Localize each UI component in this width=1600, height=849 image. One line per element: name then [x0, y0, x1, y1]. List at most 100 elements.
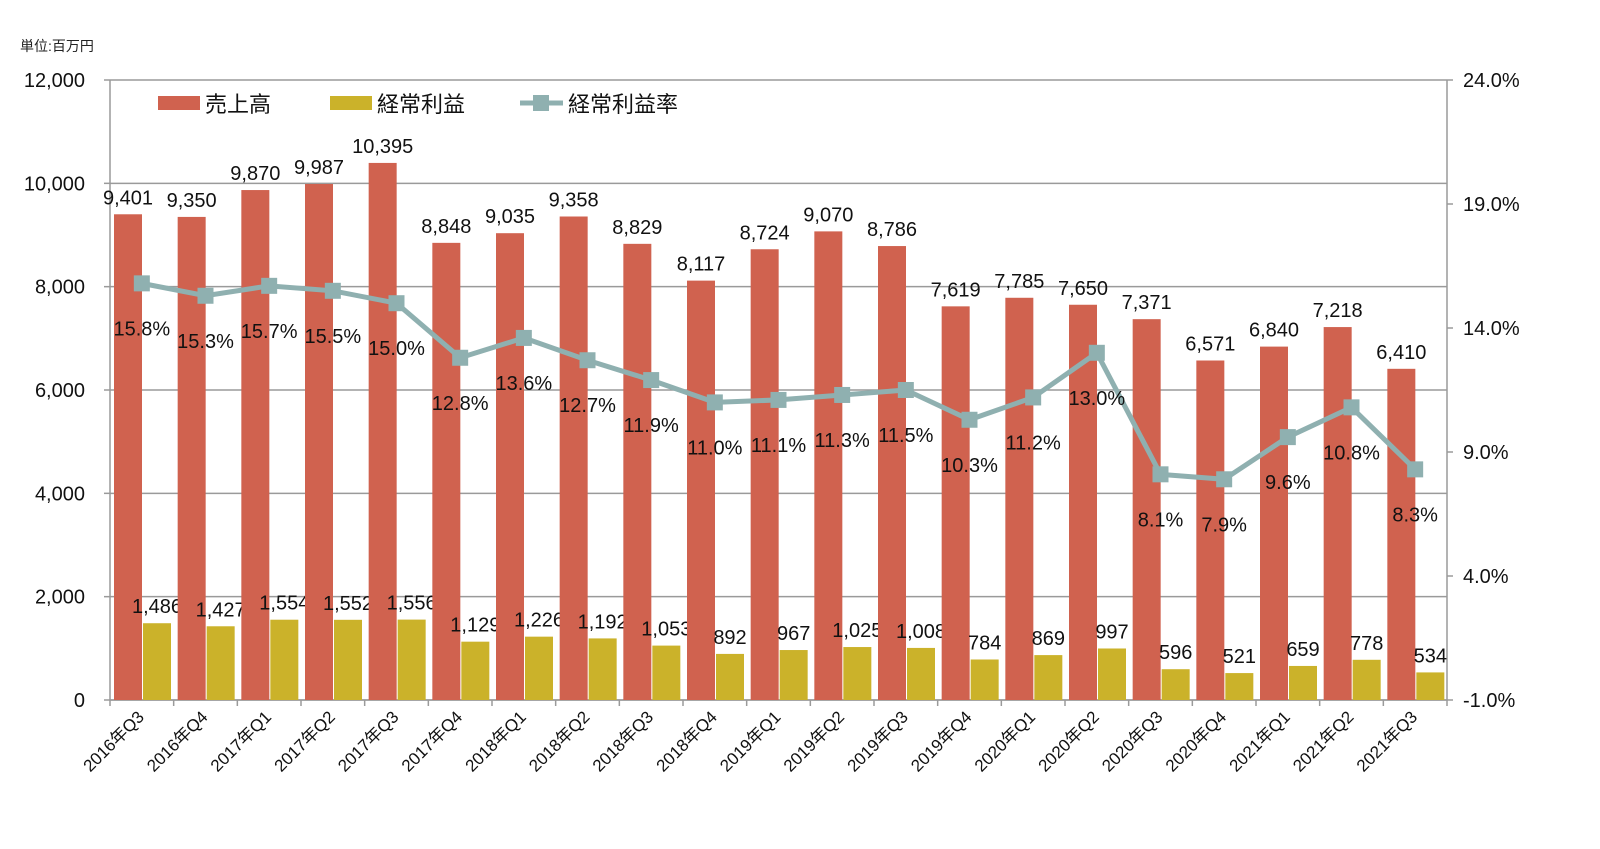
data-label-ordinary-margin: 12.8%: [432, 393, 489, 415]
data-label-ordinary-margin: 8.3%: [1392, 504, 1438, 526]
bar-sales: [750, 249, 779, 700]
data-label-sales: 6,840: [1249, 320, 1299, 342]
legend-label-sales: 売上高: [205, 92, 271, 117]
data-label-ordinary-profit: 1,226: [514, 610, 564, 632]
data-label-ordinary-profit: 1,554: [259, 593, 309, 615]
bar-ordinary-profit: [1352, 659, 1381, 700]
line-marker: [197, 287, 214, 304]
x-axis-tick-label: 2020年Q3: [1098, 707, 1166, 775]
data-label-ordinary-margin: 11.3%: [815, 430, 870, 452]
bar-sales: [496, 233, 524, 701]
bar-ordinary-profit: [143, 623, 171, 700]
x-axis-tick-label: 2017年Q2: [271, 707, 339, 775]
line-marker: [1343, 399, 1360, 416]
data-label-sales: 6,571: [1185, 333, 1235, 355]
bar-ordinary-profit: [843, 647, 872, 700]
data-label-ordinary-profit: 892: [713, 627, 746, 649]
line-marker: [1407, 461, 1424, 478]
x-axis-tick-label: 2021年Q2: [1289, 707, 1357, 775]
line-marker: [1216, 471, 1233, 488]
x-axis-tick-label: 2021年Q3: [1353, 707, 1421, 775]
left-axis-tick-label: 6,000: [35, 380, 85, 402]
legend-marker-ordinary-margin: [533, 95, 549, 111]
data-label-ordinary-margin: 11.1%: [751, 435, 806, 457]
right-axis-tick-label: -1.0%: [1463, 690, 1515, 712]
line-marker: [261, 277, 278, 294]
bar-ordinary-profit: [716, 653, 744, 700]
data-label-ordinary-profit: 1,008: [896, 621, 946, 643]
data-label-ordinary-profit: 1,486: [132, 596, 182, 618]
data-label-sales: 7,650: [1058, 278, 1108, 300]
data-label-ordinary-profit: 1,129: [450, 615, 500, 637]
bar-ordinary-profit: [461, 641, 490, 700]
line-marker: [452, 349, 469, 366]
bar-sales: [559, 216, 588, 700]
legend-swatch-ordinary-profit: [330, 96, 372, 110]
left-axis-tick-label: 2,000: [35, 587, 85, 609]
x-axis-tick-label: 2020年Q4: [1162, 707, 1230, 775]
x-axis-tick-label: 2017年Q3: [334, 707, 402, 775]
bar-sales: [1387, 368, 1416, 700]
data-label-ordinary-profit: 659: [1286, 639, 1319, 661]
data-label-sales: 9,870: [230, 163, 280, 185]
bar-ordinary-profit: [1034, 655, 1063, 700]
data-label-ordinary-margin: 10.8%: [1323, 442, 1380, 464]
data-label-ordinary-profit: 1,556: [387, 593, 437, 615]
data-label-ordinary-margin: 13.0%: [1068, 388, 1125, 410]
data-label-sales: 6,410: [1376, 342, 1426, 364]
x-axis-tick-label: 2019年Q1: [716, 707, 784, 775]
data-label-ordinary-margin: 15.5%: [304, 326, 361, 348]
data-label-ordinary-margin: 7.9%: [1201, 514, 1247, 536]
data-label-ordinary-profit: 784: [968, 632, 1001, 654]
bar-sales: [1196, 360, 1225, 700]
line-marker: [1152, 466, 1169, 483]
data-label-ordinary-margin: 11.0%: [687, 437, 742, 459]
data-label-ordinary-profit: 1,192: [578, 611, 628, 633]
data-label-sales: 8,848: [421, 216, 471, 238]
bar-ordinary-profit: [397, 619, 426, 700]
line-marker: [133, 275, 150, 292]
data-label-sales: 9,035: [485, 206, 535, 228]
line-marker: [388, 295, 405, 312]
bar-ordinary-profit: [652, 645, 681, 700]
x-axis-tick-label: 2018年Q2: [525, 707, 593, 775]
x-axis-tick-label: 2018年Q3: [589, 707, 657, 775]
data-label-ordinary-profit: 1,025: [832, 620, 882, 642]
left-axis-tick-label: 12,000: [24, 70, 85, 92]
data-label-sales: 9,070: [803, 204, 853, 226]
x-axis-tick-label: 2019年Q3: [844, 707, 912, 775]
x-axis-tick-label: 2017年Q1: [207, 707, 275, 775]
line-marker: [579, 352, 596, 369]
bar-sales: [687, 280, 715, 700]
data-label-sales: 7,371: [1122, 292, 1172, 314]
line-marker: [706, 394, 723, 411]
data-label-sales: 8,117: [677, 254, 726, 276]
right-axis-tick-label: 14.0%: [1463, 318, 1520, 340]
data-label-ordinary-profit: 997: [1095, 621, 1128, 643]
data-label-sales: 9,358: [549, 190, 599, 212]
bar-ordinary-profit: [334, 619, 362, 700]
unit-label: 単位:百万円: [20, 38, 94, 54]
left-axis-tick-label: 8,000: [35, 277, 85, 299]
line-marker: [324, 282, 341, 299]
bar-sales: [941, 306, 970, 700]
line-marker: [1279, 429, 1296, 446]
line-marker: [515, 329, 532, 346]
x-axis-tick-label: 2019年Q4: [907, 707, 975, 775]
bar-sales: [432, 242, 461, 700]
data-label-ordinary-margin: 11.9%: [624, 415, 679, 437]
bar-ordinary-profit: [1289, 665, 1317, 700]
left-axis-tick-label: 4,000: [35, 483, 85, 505]
x-axis-tick-label: 2018年Q4: [653, 707, 721, 775]
bar-sales: [623, 243, 652, 700]
data-label-ordinary-profit: 869: [1032, 628, 1065, 650]
data-label-ordinary-margin: 11.5%: [878, 425, 933, 447]
data-label-ordinary-margin: 15.3%: [177, 331, 234, 353]
bar-sales: [114, 214, 142, 700]
data-label-ordinary-margin: 15.0%: [368, 338, 425, 360]
right-axis-tick-label: 24.0%: [1463, 70, 1520, 92]
line-marker: [643, 372, 660, 389]
data-label-ordinary-margin: 15.8%: [113, 318, 170, 340]
data-label-sales: 9,350: [167, 190, 217, 212]
legend-label-ordinary-margin: 経常利益率: [568, 92, 678, 117]
